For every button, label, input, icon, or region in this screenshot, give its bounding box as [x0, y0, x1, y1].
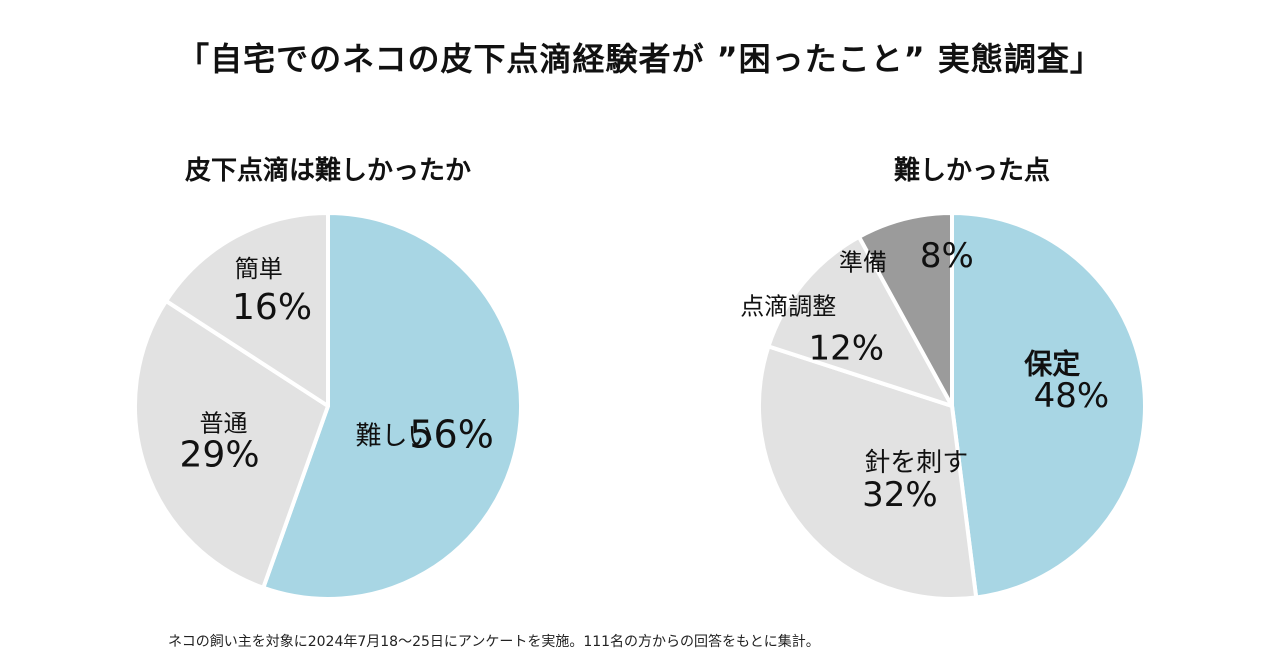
slice-label-1-2: 点滴調整 — [740, 293, 836, 321]
slice-label-1-0: 保定 — [1024, 348, 1080, 381]
slice-label-0-0: 難しい — [355, 421, 433, 451]
pie-slice-1-3 — [857, 211, 954, 408]
pie-slice-1-1 — [757, 344, 979, 601]
pie-slice-1-0 — [950, 211, 1147, 600]
pie-slice-0-0 — [261, 211, 523, 601]
pie-slice-0-2 — [164, 211, 330, 408]
slice-label-0-2: 簡単 — [235, 255, 283, 283]
chart-title-difficult-points: 難しかった点 — [893, 156, 1050, 186]
slice-value-label-1-3: 8% — [920, 236, 974, 276]
pie-slice-1-2 — [766, 234, 954, 408]
page-title: 「自宅でのネコの皮下点滴経験者が ”困ったこと” 実態調査」 — [177, 40, 1103, 78]
slice-value-label-0-1: 29% — [180, 435, 260, 476]
slice-value-label-0-0: 56% — [409, 412, 493, 456]
slice-label-1-1: 針を刺す — [864, 448, 968, 478]
slice-label-0-1: 普通 — [199, 409, 247, 437]
chart-title-difficulty: 皮下点滴は難しかったか — [184, 156, 471, 186]
slice-value-label-1-1: 32% — [862, 475, 938, 515]
slice-value-label-0-2: 16% — [232, 287, 312, 328]
pie-slice-0-1 — [133, 298, 330, 590]
slice-label-1-3: 準備 — [839, 249, 887, 277]
survey-footnote: ネコの飼い主を対象に2024年7月18〜25日にアンケートを実施。111名の方か… — [168, 634, 820, 650]
slice-value-label-1-0: 48% — [1034, 376, 1110, 416]
slice-value-label-1-2: 12% — [809, 328, 885, 368]
